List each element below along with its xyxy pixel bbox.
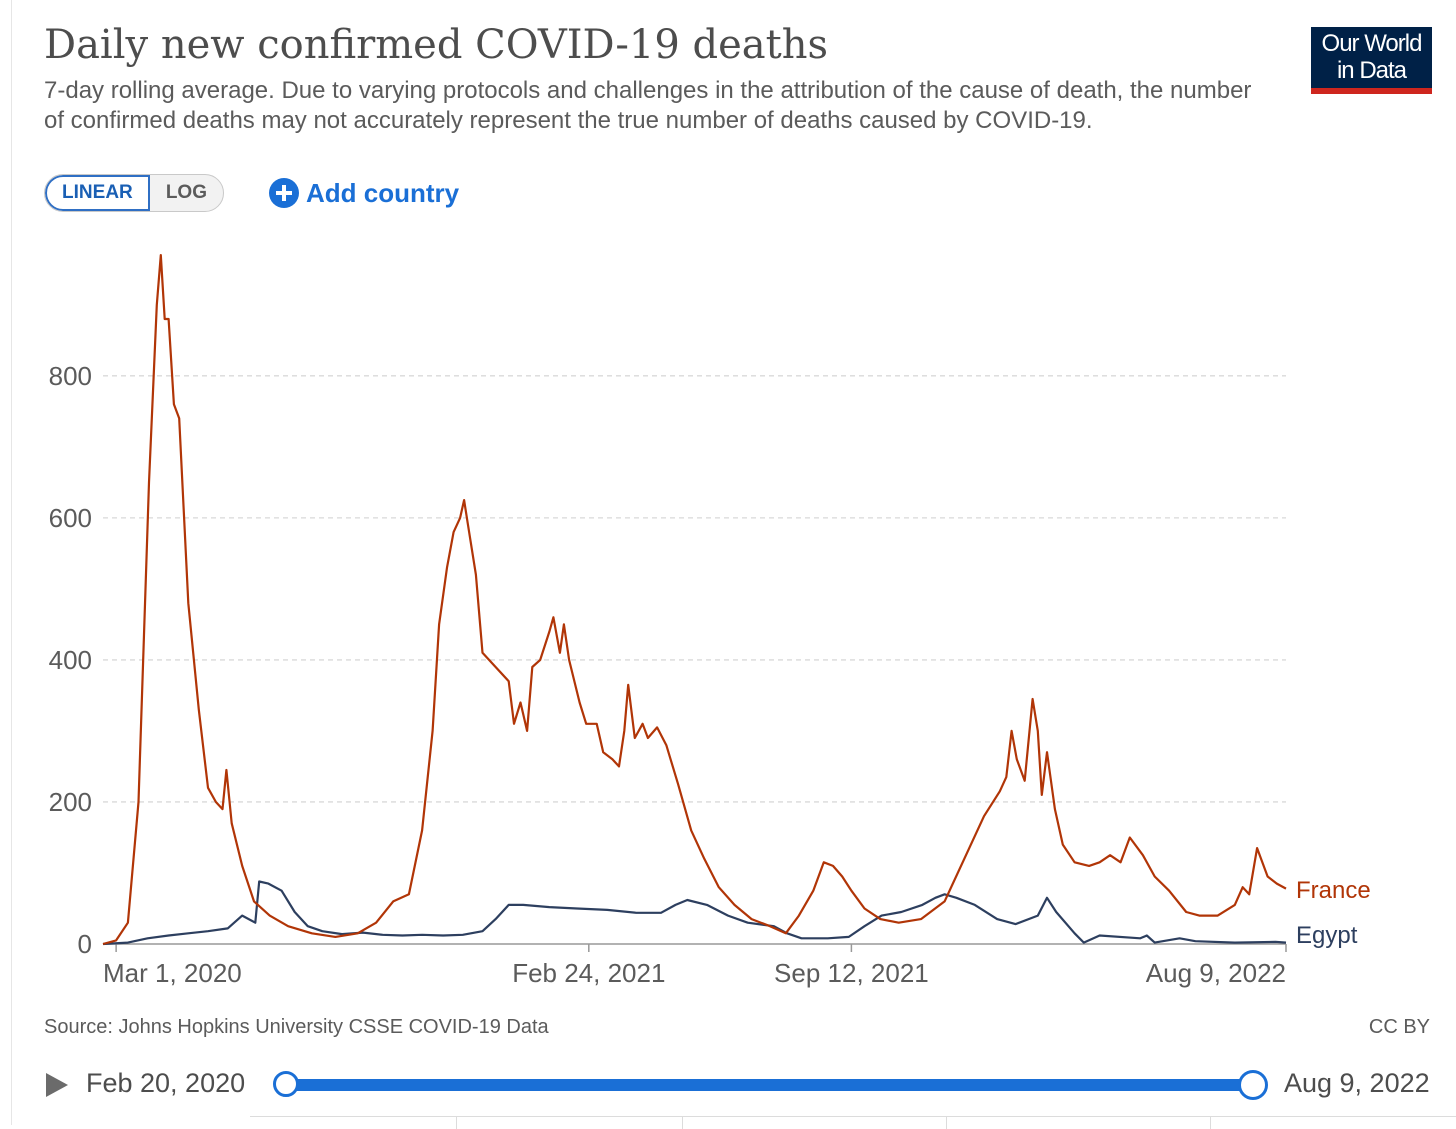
add-country-button[interactable]: Add country <box>268 176 459 210</box>
scale-toggle: LINEAR LOG <box>44 174 224 212</box>
x-tick-label-1: Feb 24, 2021 <box>512 958 665 988</box>
source-note[interactable]: Source: Johns Hopkins University CSSE CO… <box>44 1016 549 1038</box>
x-axis: Mar 1, 2020 Feb 24, 2021 Sep 12, 2021 Aug 9… <box>103 943 1287 988</box>
series-label-france: France <box>1296 877 1371 904</box>
series-labels: France Egypt <box>1296 877 1371 949</box>
y-tick-label-200: 200 <box>49 787 92 817</box>
grid-lines <box>103 375 1286 803</box>
timeline-track[interactable] <box>286 1079 1252 1091</box>
license-link[interactable]: CC BY <box>1368 1016 1430 1038</box>
tab-strip <box>250 1116 1456 1129</box>
x-tick-label-0: Mar 1, 2020 <box>103 958 242 988</box>
timeline-end-handle[interactable] <box>1238 1070 1268 1100</box>
chart-title: Daily new confirmed COVID-19 deaths <box>44 22 828 68</box>
page-left-border <box>0 0 12 1125</box>
play-icon[interactable] <box>44 1072 70 1098</box>
series-line-egypt <box>102 880 1287 946</box>
y-axis-tick-labels: 0 200 400 600 800 <box>49 361 92 959</box>
line-chart: 0 200 400 600 800 Mar 1, 2020 Feb 24, 2021 Sep… <box>49 254 1371 988</box>
logo-line-1: Our World <box>1321 30 1423 57</box>
timeline-end-label: Aug 9, 2022 <box>1284 1068 1430 1098</box>
add-country-label: Add country <box>306 177 460 208</box>
series-line-france <box>102 254 1287 946</box>
plus-circle-icon <box>269 178 299 208</box>
owid-logo[interactable]: Our World in Data <box>1311 27 1432 94</box>
y-tick-label-600: 600 <box>49 503 92 533</box>
logo-line-2: in Data <box>1336 57 1407 84</box>
timeline-slider: Feb 20, 2020 Aug 9, 2022 <box>0 1060 1456 1129</box>
y-tick-label-800: 800 <box>49 361 92 391</box>
series-lines <box>102 254 1287 946</box>
chart-subtitle: 7-day rolling average. Due to varying pr… <box>44 77 1252 134</box>
series-label-egypt: Egypt <box>1296 922 1358 949</box>
x-tick-label-3: Aug 9, 2022 <box>1146 958 1286 988</box>
y-tick-label-0: 0 <box>78 929 92 959</box>
x-tick-label-2: Sep 12, 2021 <box>774 958 929 988</box>
linear-scale-button[interactable]: LINEAR <box>45 175 150 211</box>
log-scale-button[interactable]: LOG <box>165 182 207 203</box>
timeline-start-label: Feb 20, 2020 <box>86 1068 246 1098</box>
y-tick-label-400: 400 <box>49 645 92 675</box>
timeline-start-handle[interactable] <box>273 1071 299 1097</box>
